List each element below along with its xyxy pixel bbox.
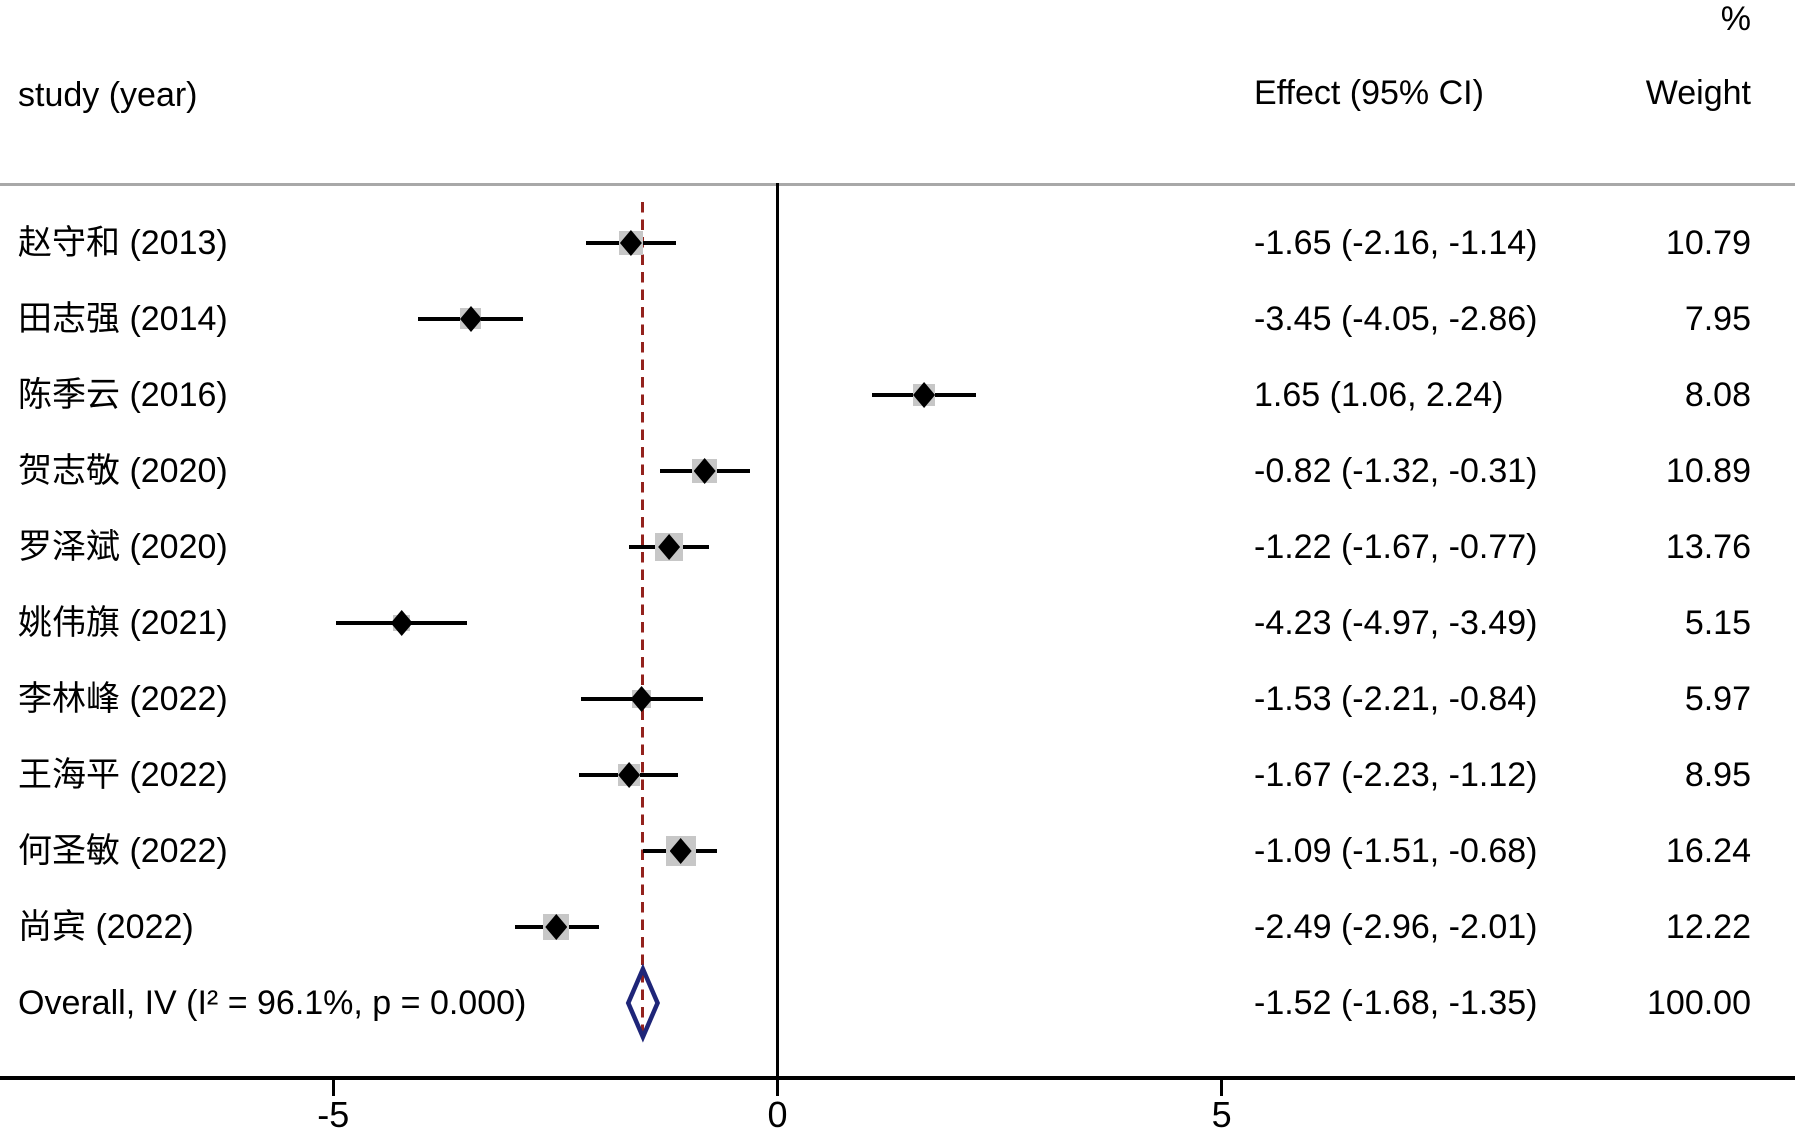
x-axis-tick-label: 5 bbox=[1211, 1094, 1232, 1135]
effect-marker-diamond bbox=[618, 762, 641, 788]
overall-label: Overall, IV (I² = 96.1%, p = 0.000) bbox=[18, 984, 527, 1022]
weight-text: 5.97 bbox=[1684, 680, 1751, 718]
study-label: 田志强 (2014) bbox=[18, 300, 228, 338]
effect-marker-diamond bbox=[545, 914, 568, 940]
study-label: 尚宾 (2022) bbox=[18, 908, 194, 946]
study-label: 贺志敬 (2020) bbox=[18, 452, 228, 490]
study-label: 罗泽斌 (2020) bbox=[18, 528, 228, 566]
effect-ci-text: -1.53 (-2.21, -0.84) bbox=[1254, 680, 1538, 718]
study-label: 王海平 (2022) bbox=[18, 756, 228, 794]
weight-text: 8.95 bbox=[1684, 756, 1751, 794]
weight-text: 12.22 bbox=[1665, 908, 1751, 946]
x-axis-tick bbox=[1220, 1080, 1224, 1096]
effect-marker-diamond bbox=[693, 458, 716, 484]
effect-ci-text: 1.65 (1.06, 2.24) bbox=[1254, 376, 1504, 414]
effect-column-header: Effect (95% CI) bbox=[1254, 74, 1484, 112]
effect-ci-text: -2.49 (-2.96, -2.01) bbox=[1254, 908, 1538, 946]
study-label: 陈季云 (2016) bbox=[18, 376, 228, 414]
header-separator-line bbox=[0, 183, 1795, 186]
weight-text: 10.79 bbox=[1665, 224, 1751, 262]
effect-marker-diamond bbox=[460, 306, 482, 332]
weight-text: 7.95 bbox=[1684, 300, 1751, 338]
effect-ci-text: -0.82 (-1.32, -0.31) bbox=[1254, 452, 1538, 490]
effect-ci-text: -1.67 (-2.23, -1.12) bbox=[1254, 756, 1538, 794]
effect-marker-diamond bbox=[630, 686, 653, 712]
zero-reference-line bbox=[776, 183, 779, 1076]
study-column-header: study (year) bbox=[18, 76, 198, 114]
effect-marker-diamond bbox=[619, 230, 642, 256]
study-label: 赵守和 (2013) bbox=[18, 224, 228, 262]
study-label: 李林峰 (2022) bbox=[18, 680, 228, 718]
weight-column-header: Weight bbox=[1645, 74, 1751, 112]
x-axis-tick-label: 0 bbox=[767, 1094, 788, 1135]
weight-text: 13.76 bbox=[1665, 528, 1751, 566]
effect-ci-text: -1.09 (-1.51, -0.68) bbox=[1254, 832, 1538, 870]
effect-marker-diamond bbox=[658, 534, 681, 560]
x-axis-tick bbox=[776, 1080, 779, 1096]
effect-marker-diamond bbox=[913, 382, 936, 408]
overall-effect-ci-text: -1.52 (-1.68, -1.35) bbox=[1254, 984, 1538, 1022]
overall-weight-text: 100.00 bbox=[1647, 984, 1751, 1022]
percent-header: % bbox=[1720, 0, 1751, 38]
effect-marker-diamond bbox=[390, 610, 413, 636]
effect-ci-text: -4.23 (-4.97, -3.49) bbox=[1254, 604, 1538, 642]
effect-ci-text: -3.45 (-4.05, -2.86) bbox=[1254, 300, 1538, 338]
weight-text: 16.24 bbox=[1665, 832, 1751, 870]
effect-ci-text: -1.65 (-2.16, -1.14) bbox=[1254, 224, 1538, 262]
x-axis-line bbox=[0, 1076, 1795, 1080]
effect-marker-diamond bbox=[669, 838, 692, 864]
study-label: 姚伟旗 (2021) bbox=[18, 604, 228, 642]
overall-effect-dashed-line bbox=[640, 202, 645, 1042]
study-label: 何圣敏 (2022) bbox=[18, 832, 228, 870]
x-axis-tick-label: -5 bbox=[317, 1094, 350, 1135]
weight-text: 10.89 bbox=[1665, 452, 1751, 490]
x-axis-tick bbox=[331, 1080, 335, 1096]
weight-text: 8.08 bbox=[1684, 376, 1751, 414]
effect-ci-text: -1.22 (-1.67, -0.77) bbox=[1254, 528, 1538, 566]
weight-text: 5.15 bbox=[1684, 604, 1751, 642]
